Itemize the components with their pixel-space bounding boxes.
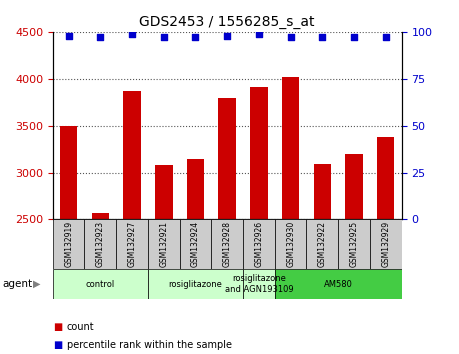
Text: count: count <box>67 322 94 332</box>
Point <box>224 33 231 39</box>
Text: GSM132921: GSM132921 <box>159 221 168 267</box>
Point <box>350 35 358 40</box>
Title: GDS2453 / 1556285_s_at: GDS2453 / 1556285_s_at <box>140 16 315 29</box>
Text: percentile rank within the sample: percentile rank within the sample <box>67 340 231 350</box>
Text: GSM132919: GSM132919 <box>64 221 73 267</box>
Bar <box>218 98 236 354</box>
Bar <box>187 159 204 354</box>
Bar <box>148 269 243 299</box>
Point <box>65 33 73 39</box>
Bar <box>155 165 173 354</box>
Point <box>129 31 136 36</box>
Bar <box>338 219 370 269</box>
Text: ▶: ▶ <box>33 279 40 289</box>
Text: GSM132927: GSM132927 <box>128 221 137 267</box>
Bar <box>275 219 307 269</box>
Point <box>382 35 389 40</box>
Text: ■: ■ <box>53 322 62 332</box>
Bar <box>123 91 141 354</box>
Point <box>192 35 199 40</box>
Bar <box>313 164 331 354</box>
Bar <box>243 219 275 269</box>
Text: GSM132922: GSM132922 <box>318 221 327 267</box>
Point <box>97 35 104 40</box>
Text: rosiglitazone: rosiglitazone <box>168 280 223 289</box>
Bar <box>53 269 148 299</box>
Bar <box>250 87 268 354</box>
Text: agent: agent <box>2 279 33 289</box>
Bar <box>345 154 363 354</box>
Text: AM580: AM580 <box>324 280 353 289</box>
Bar <box>211 219 243 269</box>
Bar <box>53 219 84 269</box>
Text: GSM132928: GSM132928 <box>223 221 232 267</box>
Bar <box>92 213 109 354</box>
Text: ■: ■ <box>53 340 62 350</box>
Text: GSM132925: GSM132925 <box>350 221 358 267</box>
Text: GSM132926: GSM132926 <box>254 221 263 267</box>
Point <box>287 35 294 40</box>
Text: control: control <box>86 280 115 289</box>
Bar <box>84 219 116 269</box>
Bar <box>370 219 402 269</box>
Bar <box>307 219 338 269</box>
Bar <box>377 137 394 354</box>
Point <box>319 35 326 40</box>
Text: rosiglitazone
and AGN193109: rosiglitazone and AGN193109 <box>224 274 293 294</box>
Bar <box>243 269 275 299</box>
Bar <box>60 126 78 354</box>
Text: GSM132924: GSM132924 <box>191 221 200 267</box>
Point <box>160 35 168 40</box>
Bar <box>282 77 299 354</box>
Text: GSM132929: GSM132929 <box>381 221 390 267</box>
Bar <box>179 219 211 269</box>
Text: GSM132923: GSM132923 <box>96 221 105 267</box>
Bar <box>275 269 402 299</box>
Text: GSM132930: GSM132930 <box>286 221 295 267</box>
Point <box>255 31 263 36</box>
Bar <box>148 219 179 269</box>
Bar <box>116 219 148 269</box>
